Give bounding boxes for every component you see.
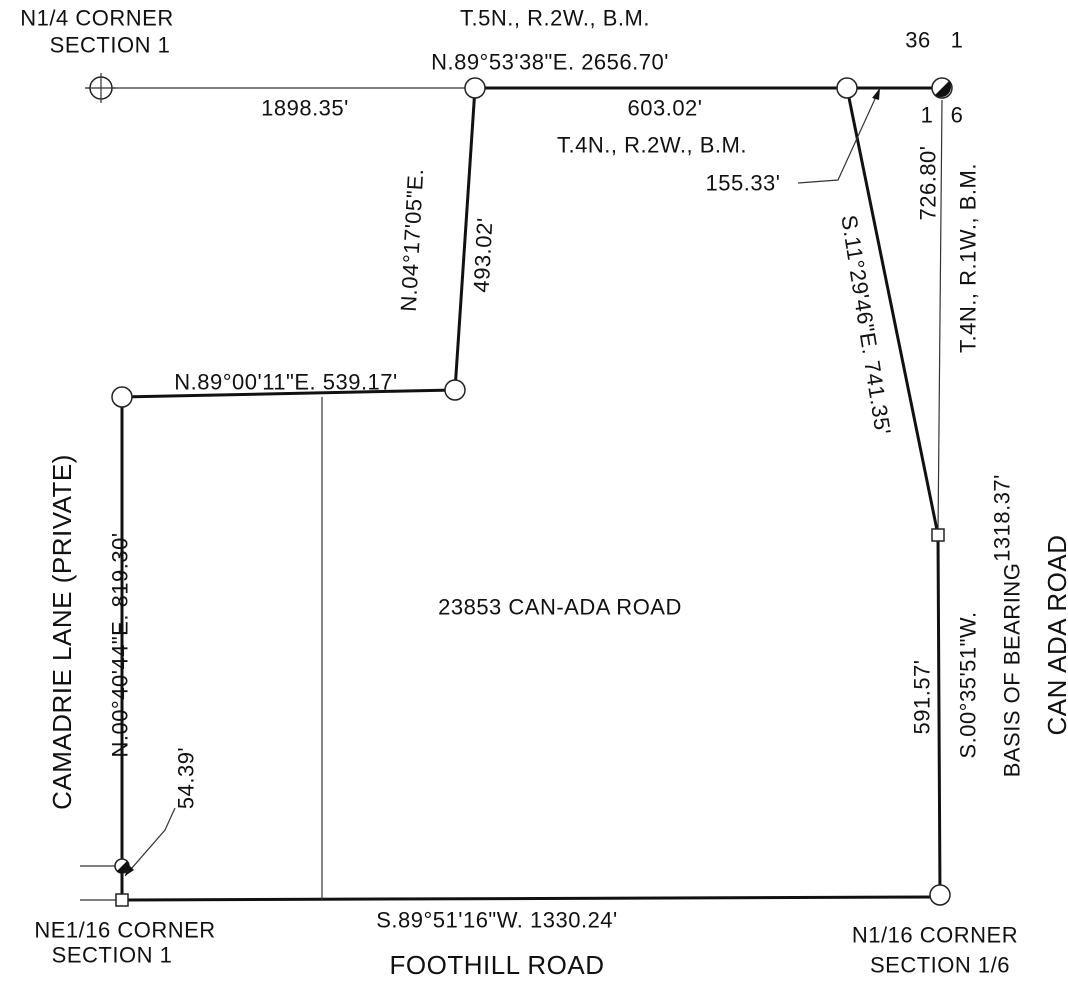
address-label: 23853 CAN-ADA ROAD: [438, 595, 682, 620]
street-label: CAMADRIE LANE (PRIVATE): [47, 454, 77, 810]
corner-label: NE1/16 CORNER: [34, 918, 215, 943]
labels: N1/4 CORNER SECTION 1 T.5N., R.2W., B.M.…: [20, 6, 1068, 981]
corner-label: N1/4 CORNER: [20, 6, 173, 31]
leader: [797, 87, 881, 184]
bearing-label: S.00°35'51"W.: [956, 611, 981, 758]
found-monument-fill: [117, 861, 130, 874]
monument: [115, 893, 129, 907]
monument: [444, 379, 466, 401]
bearing-label: N.89°53'38"E. 2656.70': [431, 50, 669, 75]
bearing-label: N.00°40'44"E. 819.30': [108, 532, 133, 757]
corner-label: SECTION 1: [52, 943, 173, 968]
distance-label: 603.02': [628, 96, 703, 121]
monument: [836, 77, 858, 99]
boundary: [121, 388, 456, 399]
boundary: [121, 895, 941, 902]
township-label: T.4N., R.2W., B.M.: [557, 133, 747, 158]
bearing-label: N.04°17'05"E.: [396, 168, 428, 313]
distance-label: 591.57': [910, 660, 935, 735]
monument: [931, 528, 945, 542]
boundary: [845, 87, 940, 536]
corner-label: SECTION 1: [50, 33, 171, 58]
bearing-label: N.89°00'11"E. 539.17': [174, 370, 397, 395]
distance-label: 1898.35': [261, 96, 349, 121]
section-line: [937, 99, 943, 536]
township-label: T.4N., R.1W., B.M.: [956, 163, 981, 353]
note-label: BASIS OF BEARING: [1000, 563, 1025, 778]
arrowhead: [872, 88, 880, 100]
monument: [929, 884, 951, 906]
bearing-label: S.11°29'46"E. 741.35': [836, 213, 895, 436]
boundary: [453, 87, 477, 391]
township-label: T.5N., R.2W., B.M.: [460, 6, 650, 31]
section-number: 1: [951, 28, 964, 53]
distance-label: 1318.37': [990, 474, 1015, 562]
distance-label: 726.80': [916, 146, 941, 221]
bearing-label: S.89°51'16"W. 1330.24': [376, 908, 618, 933]
distance-label: 155.33': [706, 171, 781, 196]
street-label: CAN ADA ROAD: [1042, 534, 1068, 735]
street-label: FOOTHILL ROAD: [389, 950, 604, 980]
boundary: [936, 534, 942, 898]
monuments: [86, 73, 953, 907]
section-number: 1: [921, 103, 934, 128]
corner-label: N1/16 CORNER: [852, 923, 1018, 948]
section-number: 6: [951, 103, 964, 128]
found-monument-fill: [935, 81, 951, 98]
distance-label: 54.39': [174, 747, 199, 809]
monument: [464, 77, 486, 99]
corner-label: SECTION 1/6: [870, 953, 1010, 978]
monument: [111, 386, 133, 408]
boundary-lines: [80, 86, 943, 902]
section-number: 36: [905, 28, 930, 53]
distance-label: 493.02': [469, 217, 498, 293]
leader: [124, 807, 176, 877]
